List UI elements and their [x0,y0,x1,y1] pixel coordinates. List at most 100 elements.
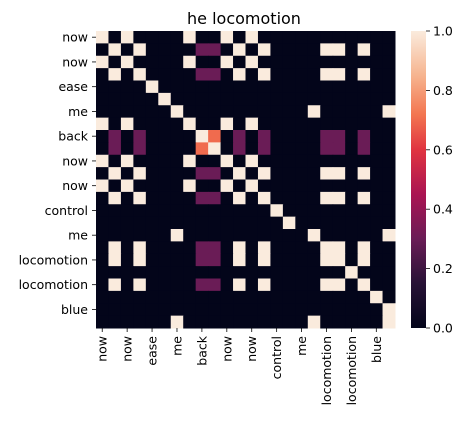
heatmap-cell [158,191,172,205]
heatmap-cell [270,241,284,255]
heatmap-cell [345,191,359,205]
heatmap-cell [382,154,396,168]
heatmap-cell [320,167,334,181]
heatmap-cell [332,179,346,193]
heatmap-cell [220,154,234,168]
heatmap-cell [108,92,122,106]
heatmap-cell [120,191,134,205]
heatmap-cell [332,31,346,44]
heatmap-cell [220,43,234,57]
heatmap-cell [270,43,284,57]
heatmap-cell [370,191,384,205]
heatmap-cell [282,68,296,82]
heatmap-cell [357,55,371,69]
heatmap-cell [320,105,334,119]
heatmap-cell [145,266,159,280]
heatmap-cell [382,229,396,242]
heatmap-cell [382,266,396,280]
heatmap-cell [108,68,122,82]
heatmap-cell [158,80,172,94]
heatmap-cell [108,31,122,44]
heatmap-cell [145,278,159,292]
heatmap-cell [233,130,246,143]
heatmap-cell [345,31,359,44]
heatmap-cell [170,191,184,205]
heatmap-cell [382,315,396,329]
heatmap-cell [233,43,246,57]
heatmap-cell [245,241,259,255]
heatmap-cell [332,266,346,280]
heatmap-cell [220,179,234,193]
heatmap-cell [357,303,371,317]
heatmap-cell [332,80,346,94]
heatmap-cell [307,229,321,242]
heatmap-cell [332,216,346,230]
heatmap-cell [382,80,396,94]
heatmap-cell [108,253,122,267]
heatmap-cell [158,266,172,280]
heatmap-cell [295,167,309,181]
heatmap-cell [357,216,371,230]
heatmap-cell [282,80,296,94]
y-tick-label: back [58,129,88,144]
heatmap-cell [332,191,346,205]
heatmap-cell [320,43,334,57]
heatmap-cell [295,117,309,131]
heatmap-cell [220,290,234,304]
heatmap-cell [108,179,122,193]
heatmap-cell [345,253,359,267]
heatmap-cell [233,105,246,119]
heatmap-cell [195,130,209,143]
heatmap-cell [245,80,259,94]
heatmap-cell [208,31,222,44]
heatmap-cell [96,303,109,317]
heatmap-cell [245,253,259,267]
heatmap-cell [233,191,246,205]
heatmap-cell [307,179,321,193]
heatmap-cell [282,253,296,267]
heatmap-cell [295,303,309,317]
heatmap-cell [233,117,246,131]
heatmap-cell [282,315,296,329]
heatmap-cell [320,154,334,168]
heatmap-cell [320,179,334,193]
heatmap-cell [307,191,321,205]
colorbar-tick-label: 0.8 [433,83,453,98]
heatmap-cell [145,191,159,205]
heatmap-cell [120,31,134,44]
heatmap-cell [133,130,147,143]
heatmap-cell [208,266,222,280]
heatmap-cell [233,253,246,267]
heatmap-cell [195,266,209,280]
heatmap-cell [382,117,396,131]
heatmap-cell [370,303,384,317]
heatmap-cell [183,154,197,168]
heatmap-cell [295,179,309,193]
heatmap-cell [245,154,259,168]
heatmap-cell [320,229,334,242]
heatmap-cell [120,142,134,156]
heatmap-cell [270,290,284,304]
heatmap-cell [257,105,271,119]
colorbar-tick-label: 0.0 [433,321,453,336]
heatmap-cell [282,179,296,193]
heatmap-cell [145,142,159,156]
heatmap-cell [233,68,246,82]
heatmap-cell [170,290,184,304]
heatmap-cell [96,266,109,280]
heatmap-cell [257,315,271,329]
heatmap-cell [345,68,359,82]
heatmap-cell [307,167,321,181]
heatmap-cell [257,167,271,181]
heatmap-cell [183,191,197,205]
x-tick-label: locomotion [319,336,334,405]
y-tick-label: me [68,228,88,243]
heatmap-cell [158,130,172,143]
heatmap-cell [133,43,147,57]
heatmap-cell [133,278,147,292]
heatmap-cell [370,105,384,119]
heatmap-cell [382,55,396,69]
colorbar-tick-label: 0.2 [433,261,453,276]
heatmap-cell [145,43,159,57]
y-tick-label: locomotion [19,277,88,292]
